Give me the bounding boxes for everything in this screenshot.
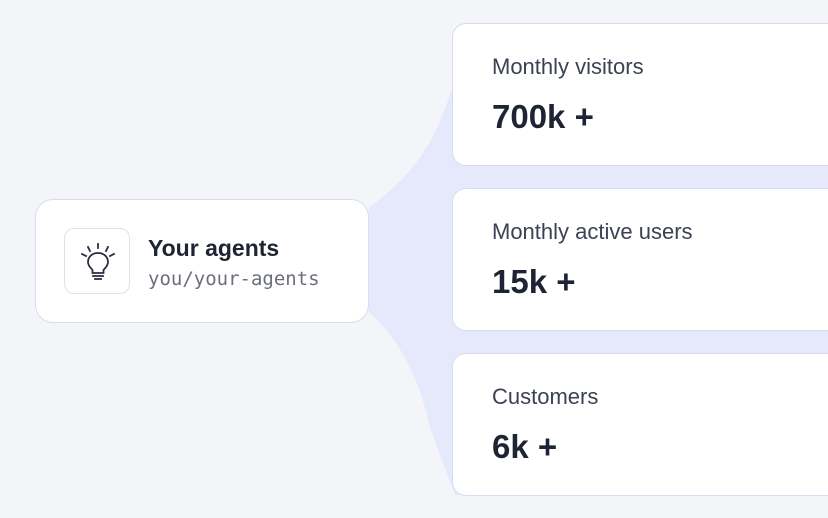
stat-value: 15k + — [492, 263, 576, 300]
agent-path: you/your-agents — [148, 268, 320, 290]
stat-label: Customers — [492, 384, 599, 409]
stat-card-monthly-visitors: Monthly visitors 700k + — [452, 23, 828, 166]
agent-card[interactable]: Your agents you/your-agents — [35, 199, 369, 323]
agent-icon-container — [64, 228, 130, 294]
stat-value: 700k + — [492, 98, 594, 135]
stat-label: Monthly visitors — [492, 54, 644, 79]
stat-card-customers: Customers 6k + — [452, 353, 828, 496]
stat-label: Monthly active users — [492, 219, 693, 244]
lightbulb-icon — [80, 243, 116, 280]
stat-card-monthly-active-users: Monthly active users 15k + — [452, 188, 828, 331]
agent-title: Your agents — [148, 235, 280, 261]
stat-value: 6k + — [492, 428, 558, 465]
